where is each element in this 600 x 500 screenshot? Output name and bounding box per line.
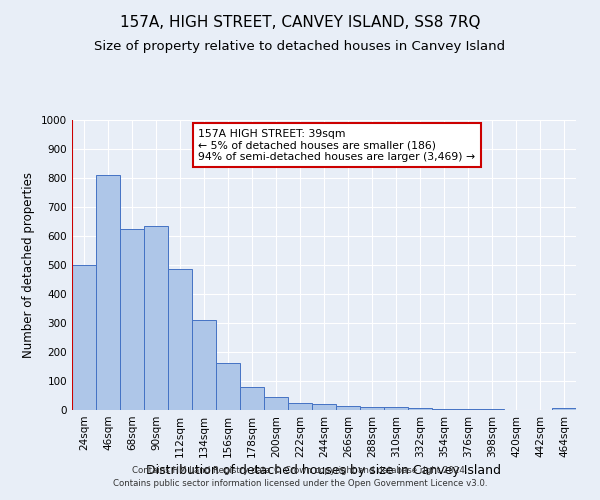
Bar xyxy=(432,408,456,410)
Bar xyxy=(216,363,240,410)
Bar xyxy=(192,320,216,410)
Y-axis label: Number of detached properties: Number of detached properties xyxy=(22,172,35,358)
X-axis label: Distribution of detached houses by size in Canvey Island: Distribution of detached houses by size … xyxy=(146,464,502,477)
Bar xyxy=(72,265,96,410)
Bar xyxy=(96,175,120,410)
Bar xyxy=(288,403,312,410)
Bar xyxy=(360,406,384,410)
Bar xyxy=(120,229,144,410)
Bar xyxy=(240,387,264,410)
Text: Size of property relative to detached houses in Canvey Island: Size of property relative to detached ho… xyxy=(94,40,506,53)
Bar xyxy=(168,270,192,410)
Bar xyxy=(144,226,168,410)
Bar xyxy=(336,406,360,410)
Bar xyxy=(408,408,432,410)
Bar xyxy=(264,397,288,410)
Text: 157A HIGH STREET: 39sqm
← 5% of detached houses are smaller (186)
94% of semi-de: 157A HIGH STREET: 39sqm ← 5% of detached… xyxy=(198,128,475,162)
Bar xyxy=(312,404,336,410)
Bar xyxy=(456,408,480,410)
Bar xyxy=(480,409,504,410)
Bar xyxy=(552,408,576,410)
Text: Contains HM Land Registry data © Crown copyright and database right 2024.
Contai: Contains HM Land Registry data © Crown c… xyxy=(113,466,487,487)
Bar xyxy=(384,407,408,410)
Text: 157A, HIGH STREET, CANVEY ISLAND, SS8 7RQ: 157A, HIGH STREET, CANVEY ISLAND, SS8 7R… xyxy=(120,15,480,30)
